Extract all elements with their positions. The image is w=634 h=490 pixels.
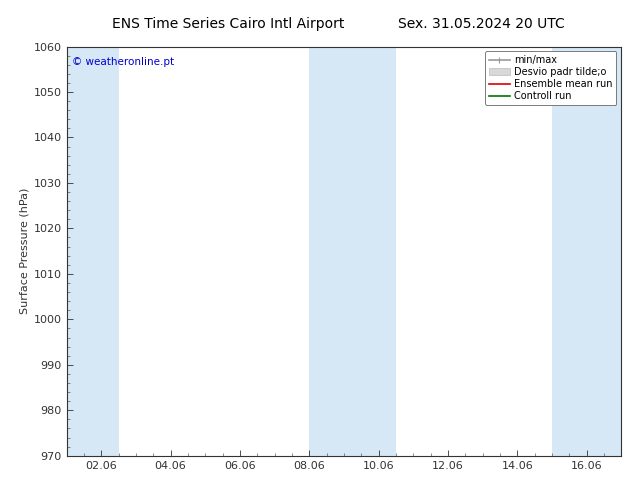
Bar	[309, 47, 396, 456]
Bar	[63, 47, 119, 456]
Text: Sex. 31.05.2024 20 UTC: Sex. 31.05.2024 20 UTC	[398, 17, 566, 31]
Text: © weatheronline.pt: © weatheronline.pt	[72, 57, 174, 67]
Y-axis label: Surface Pressure (hPa): Surface Pressure (hPa)	[20, 188, 29, 314]
Text: ENS Time Series Cairo Intl Airport: ENS Time Series Cairo Intl Airport	[112, 17, 344, 31]
Legend: min/max, Desvio padr tilde;o, Ensemble mean run, Controll run: min/max, Desvio padr tilde;o, Ensemble m…	[485, 51, 616, 105]
Bar	[552, 47, 624, 456]
